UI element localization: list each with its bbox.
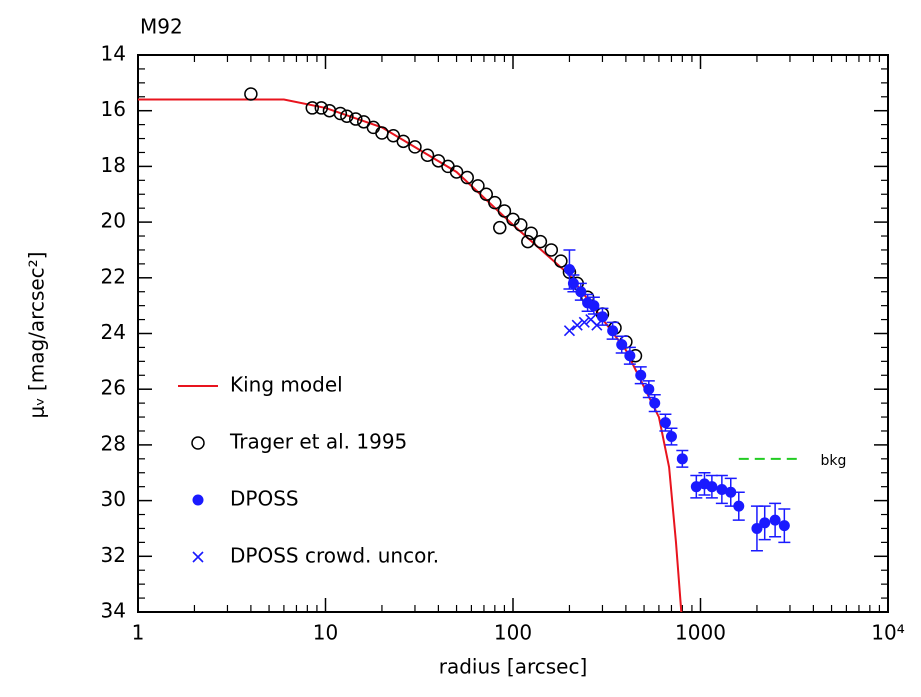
data-point xyxy=(616,339,628,351)
legend-label: Trager et al. 1995 xyxy=(229,430,407,454)
y-tick-label: 22 xyxy=(101,264,126,288)
chart-title: M92 xyxy=(140,15,183,39)
data-point xyxy=(769,514,781,526)
y-tick-label: 20 xyxy=(101,209,126,233)
data-point xyxy=(340,109,354,124)
y-tick-label: 28 xyxy=(101,431,126,455)
data-point xyxy=(643,383,655,395)
y-tick-label: 24 xyxy=(101,320,126,344)
legend-label: DPOSS xyxy=(230,487,299,511)
legend-label: King model xyxy=(230,373,343,397)
data-point xyxy=(396,134,411,149)
data-point xyxy=(386,129,401,143)
model-line xyxy=(138,98,683,612)
data-point xyxy=(575,286,587,298)
data-point xyxy=(497,204,512,218)
data-point xyxy=(588,300,600,312)
y-tick-label: 34 xyxy=(101,599,126,623)
data-point xyxy=(635,369,647,381)
data-point xyxy=(751,522,763,534)
data-point xyxy=(244,87,258,101)
legend-swatch xyxy=(192,551,204,563)
data-point xyxy=(554,254,568,268)
y-tick-label: 14 xyxy=(101,42,126,66)
data-point xyxy=(591,319,603,331)
data-point xyxy=(493,220,507,235)
data-point xyxy=(375,126,389,140)
data-point xyxy=(563,263,575,275)
data-point xyxy=(479,187,493,201)
data-point xyxy=(659,417,671,429)
data-point xyxy=(725,486,737,498)
data-point xyxy=(349,112,363,126)
data-point xyxy=(449,165,464,179)
data-point xyxy=(408,140,422,154)
data-point xyxy=(524,226,538,240)
data-point xyxy=(544,243,559,257)
y-axis-label: μᵥ [mag/arcsec²] xyxy=(25,252,49,419)
data-point xyxy=(624,350,636,362)
data-point xyxy=(578,316,590,328)
y-tick-label: 16 xyxy=(101,97,126,121)
y-tick-label: 32 xyxy=(101,543,126,567)
data-point xyxy=(563,325,576,337)
x-tick-label: 10⁴ xyxy=(871,621,904,645)
legend-swatch xyxy=(192,494,204,506)
data-point xyxy=(420,148,435,163)
data-point xyxy=(460,170,474,185)
data-point xyxy=(333,106,348,121)
y-tick-label: 30 xyxy=(101,487,126,511)
data-point xyxy=(706,481,718,493)
background-label: bkg xyxy=(821,453,847,469)
data-point xyxy=(778,520,790,532)
data-point xyxy=(649,397,661,409)
data-point xyxy=(533,234,548,249)
data-point xyxy=(305,101,320,115)
data-point xyxy=(571,319,583,331)
data-point xyxy=(567,277,579,289)
data-point xyxy=(514,218,528,232)
data-point xyxy=(366,120,381,135)
data-point xyxy=(607,325,619,337)
data-point xyxy=(716,483,728,495)
x-tick-label: 10 xyxy=(313,621,338,645)
data-point xyxy=(471,179,485,193)
x-axis-label: radius [arcsec] xyxy=(439,655,588,679)
legend-label: DPOSS crowd. uncor. xyxy=(230,544,439,568)
data-point xyxy=(665,431,677,443)
data-point xyxy=(733,500,745,512)
legend-swatch xyxy=(191,436,205,450)
data-point xyxy=(759,517,771,529)
y-tick-label: 26 xyxy=(101,376,126,400)
data-point xyxy=(314,101,329,115)
data-point xyxy=(676,453,688,465)
x-tick-label: 100 xyxy=(494,621,532,645)
y-tick-label: 18 xyxy=(101,153,126,177)
x-tick-label: 1 xyxy=(132,621,145,645)
data-point xyxy=(596,311,608,323)
data-point xyxy=(488,195,502,210)
x-tick-label: 1000 xyxy=(675,621,726,645)
